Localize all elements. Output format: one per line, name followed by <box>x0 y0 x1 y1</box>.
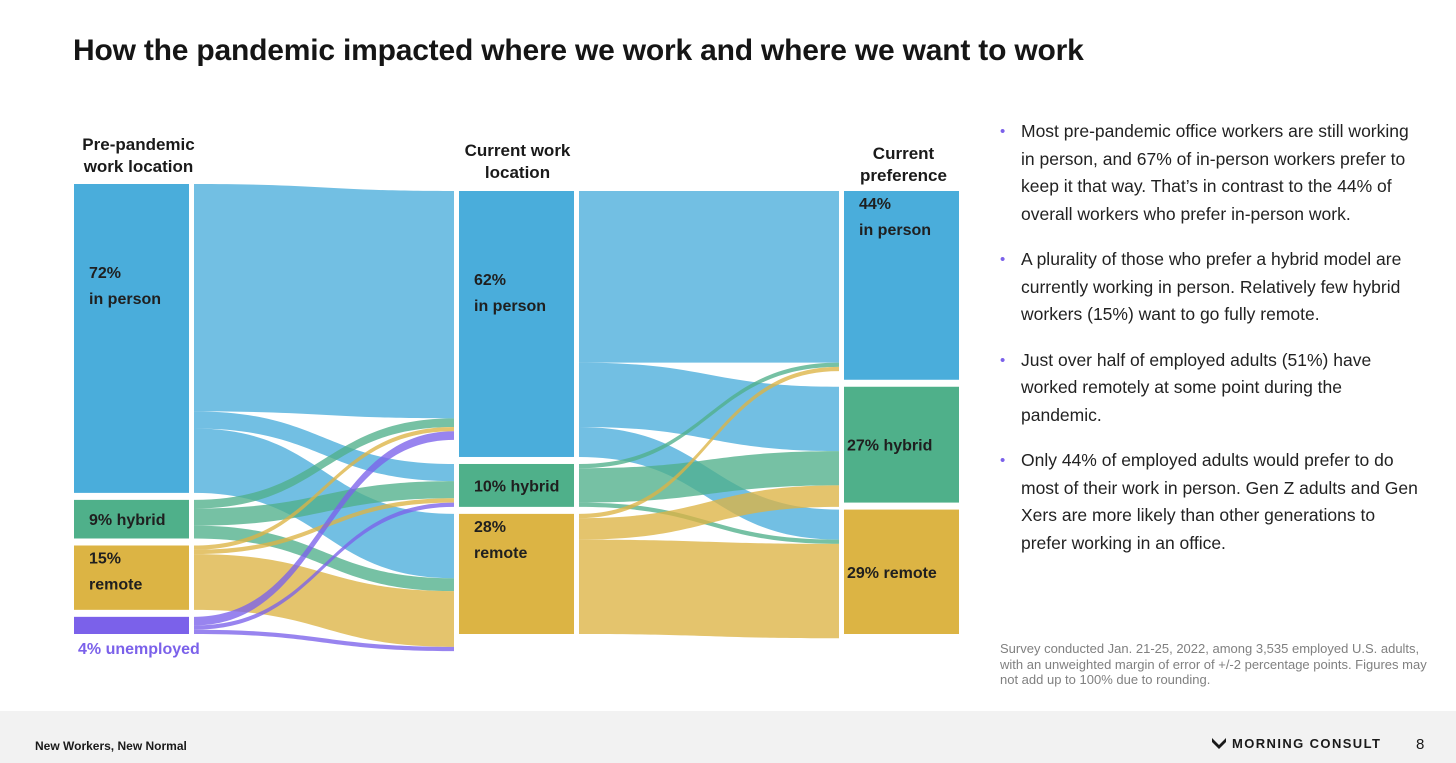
insight-text: Most pre-pandemic office workers are sti… <box>1021 121 1409 224</box>
bullet-icon: • <box>1000 251 1006 268</box>
flow-cur-remote-to-pref-remote <box>579 539 839 639</box>
insight-text: A plurality of those who prefer a hybrid… <box>1021 249 1402 324</box>
sankey-chart: 72% in person 9% hybrid 15% remote 4% unemplo… <box>74 135 959 658</box>
node-cur-remote <box>459 513 574 634</box>
node-pre-hybrid <box>74 499 189 539</box>
bullet-icon: • <box>1000 452 1006 469</box>
insight-text: Only 44% of employed adults would prefer… <box>1021 450 1418 553</box>
node-pref-hybrid <box>844 386 959 503</box>
flow-pre-hybrid-to-cur-hybrid <box>194 481 454 526</box>
flow-cur-remote-to-pref-inperson <box>579 366 839 519</box>
survey-footnote: Survey conducted Jan. 21-25, 2022, among… <box>1000 641 1427 687</box>
node-label-cur-hybrid: 10% hybrid <box>474 478 559 495</box>
node-label-pref-inperson: in person <box>859 222 931 239</box>
insight-item: • Only 44% of employed adults would prefe… <box>1000 447 1420 557</box>
node-cur-inperson <box>459 191 574 457</box>
insight-item: • A plurality of those who prefer a hybri… <box>1000 246 1420 329</box>
page-number: 8 <box>1416 736 1425 753</box>
flow-cur-inperson-to-pref-inperson <box>579 191 839 363</box>
flow-pre-inperson-to-cur-inperson <box>194 184 454 419</box>
report-title: New Workers, New Normal <box>35 739 187 753</box>
node-label-cur-inperson: 62% <box>474 272 506 289</box>
sankey-nodes <box>74 184 959 634</box>
node-cur-hybrid <box>459 463 574 507</box>
node-label-pref-hybrid: 27% hybrid <box>847 438 932 455</box>
stage-header-pref: preference <box>860 166 947 185</box>
node-label-cur-remote: remote <box>474 545 527 562</box>
node-pre-unemployed <box>74 616 189 634</box>
flow-pre-inperson-to-cur-hybrid <box>194 411 454 482</box>
node-label-pre-hybrid: 9% hybrid <box>89 512 165 529</box>
flow-cur-remote-to-pref-hybrid <box>579 485 839 540</box>
brand-logo: MORNING CONSULT <box>1212 736 1381 751</box>
stage-header-pref: Current <box>873 144 935 163</box>
node-pre-remote <box>74 545 189 610</box>
flow-pre-remote-to-cur-inperson <box>194 426 454 550</box>
flow-pre-hybrid-to-cur-inperson <box>194 418 454 509</box>
morning-consult-logo-icon <box>1212 737 1226 749</box>
node-label-cur-remote: 28% <box>474 519 506 536</box>
node-label-pre-unemployed: 4% unemployed <box>78 641 200 658</box>
node-label-pref-inperson: 44% <box>859 196 891 213</box>
node-label-pre-remote: 15% <box>89 550 121 567</box>
node-pre-inperson <box>74 184 189 493</box>
node-label-pre-inperson: in person <box>89 291 161 308</box>
node-label-pre-inperson: 72% <box>89 265 121 282</box>
insight-text: Just over half of employed adults (51%) … <box>1021 349 1372 425</box>
stage-header-cur: Current work <box>465 141 571 160</box>
flow-pre-unemployed-to-cur-remote <box>194 629 454 652</box>
flow-cur-hybrid-to-pref-inperson <box>579 362 839 469</box>
flow-pre-hybrid-to-cur-remote <box>194 525 454 592</box>
stage-header-pre: Pre-pandemic <box>82 135 194 154</box>
node-label-cur-inperson: in person <box>474 298 546 315</box>
insight-item: • Just over half of employed adults (51%)… <box>1000 347 1420 430</box>
insight-list: • Most pre-pandemic office workers are st… <box>1000 118 1420 575</box>
sankey-links <box>194 184 839 652</box>
flow-pre-unemployed-to-cur-inperson <box>194 431 454 626</box>
brand-name: MORNING CONSULT <box>1232 736 1382 751</box>
node-label-pre-remote: remote <box>89 576 142 593</box>
stage-headers: Pre-pandemic work location Current work loc… <box>82 135 947 185</box>
node-pref-inperson <box>844 191 959 380</box>
page-title: How the pandemic impacted where we work … <box>73 34 1084 67</box>
node-pref-remote <box>844 509 959 634</box>
insight-item: • Most pre-pandemic office workers are st… <box>1000 118 1420 228</box>
flow-cur-hybrid-to-pref-hybrid <box>579 451 839 503</box>
flow-pre-remote-to-cur-remote <box>194 554 454 647</box>
page-footer: New Workers, New Normal MORNING CONSULT … <box>0 711 1456 763</box>
node-label-pref-remote: 29% remote <box>847 565 937 582</box>
sankey-labels: 72% in person 9% hybrid 15% remote 4% unemplo… <box>78 196 937 658</box>
stage-header-cur: location <box>485 163 550 182</box>
flow-pre-unemployed-to-cur-hybrid <box>194 502 454 630</box>
stage-header-pre: work location <box>83 157 194 176</box>
bullet-icon: • <box>1000 123 1006 140</box>
bullet-icon: • <box>1000 351 1006 369</box>
